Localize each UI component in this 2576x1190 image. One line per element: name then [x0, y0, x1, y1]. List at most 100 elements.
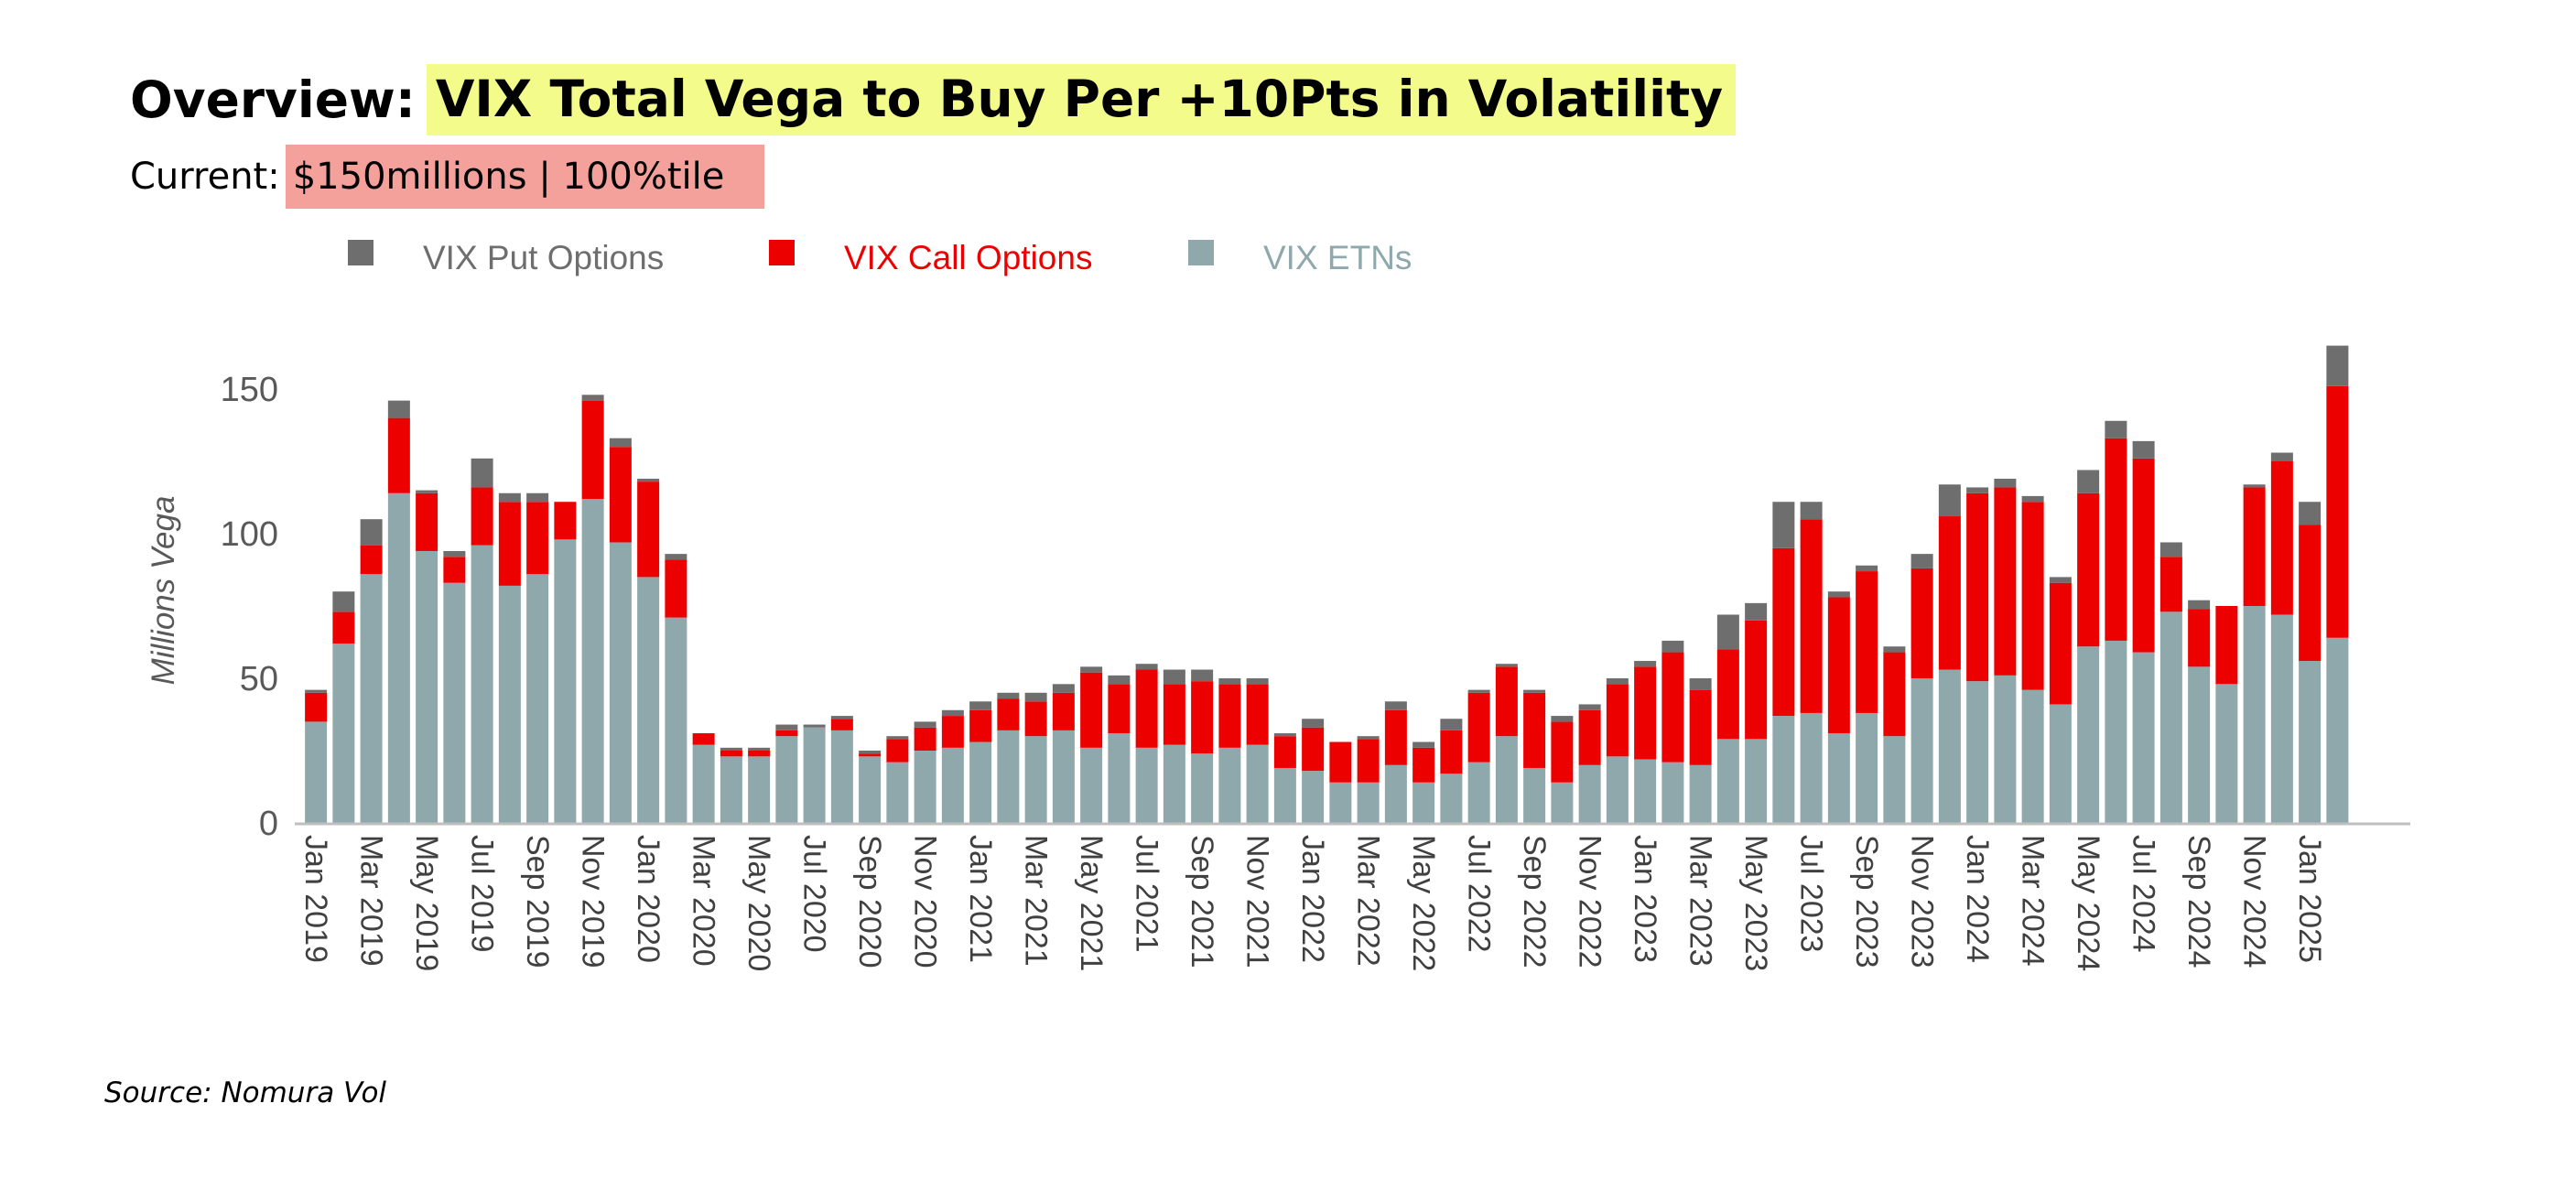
bar-vix-etns — [941, 747, 964, 823]
bar-vix-put-options — [969, 701, 992, 710]
y-axis-ticks: 0 50 100 150 — [221, 371, 278, 843]
bar-vix-call-options — [1384, 709, 1407, 765]
bar-vix-put-options — [498, 492, 521, 503]
bar-vix-etns — [471, 545, 493, 823]
bar-vix-etns — [1412, 782, 1435, 823]
x-tick-label: Nov 2019 — [576, 835, 611, 968]
x-axis-ticks: Jan 2019 Mar 2019 May 2019 Jul 2019 Sep 2019… — [298, 835, 2327, 971]
bar-vix-etns — [748, 756, 771, 823]
x-tick-label: Jan 2024 — [1960, 835, 1995, 963]
x-tick-label: Jan 2025 — [2292, 835, 2327, 963]
bar-vix-call-options — [748, 751, 771, 757]
x-tick-label: Mar 2022 — [1351, 835, 1386, 967]
bar-vix-call-options — [416, 492, 438, 551]
bar-vix-put-options — [997, 692, 1020, 699]
bar-vix-put-options — [1800, 502, 1823, 520]
bar-vix-etns — [1384, 764, 1407, 823]
bar-vix-etns — [2299, 661, 2322, 823]
bar-vix-call-options — [387, 417, 410, 493]
bar-vix-etns — [830, 730, 853, 823]
bar-vix-call-options — [1163, 684, 1185, 745]
bar-vix-call-options — [2049, 582, 2072, 705]
bar-vix-etns — [1523, 767, 1546, 823]
bar-vix-etns — [1938, 669, 1961, 823]
bar-vix-call-options — [2077, 492, 2100, 647]
bar-vix-etns — [1745, 739, 1768, 823]
x-tick-label: Mar 2019 — [354, 835, 389, 967]
bar-vix-etns — [2215, 684, 2238, 823]
bar-vix-put-options — [305, 689, 328, 693]
bar-vix-etns — [416, 550, 438, 823]
bar-vix-etns — [803, 727, 826, 823]
bar-vix-put-options — [859, 751, 882, 754]
bar-vix-call-options — [1772, 547, 1795, 717]
bar-vix-call-options — [498, 502, 521, 586]
bar-vix-call-options — [775, 730, 798, 737]
bar-vix-call-options — [2299, 525, 2322, 662]
bar-vix-put-options — [665, 554, 687, 560]
bar-vix-put-options — [1606, 678, 1629, 685]
x-tick-label: Jul 2022 — [1462, 835, 1497, 953]
bar-vix-etns — [2326, 637, 2349, 823]
x-tick-label: May 2023 — [1738, 835, 1773, 971]
bar-vix-call-options — [2270, 461, 2293, 615]
bar-vix-put-options — [1523, 689, 1546, 693]
bars — [305, 345, 2349, 823]
bar-vix-call-options — [1440, 730, 1463, 774]
bar-vix-call-options — [969, 709, 992, 742]
bar-vix-etns — [2105, 640, 2127, 823]
bar-vix-etns — [665, 617, 687, 823]
bar-vix-call-options — [1412, 747, 1435, 783]
bar-vix-put-options — [2299, 502, 2322, 525]
legend-label: VIX Call Options — [844, 239, 1092, 276]
bar-vix-put-options — [1135, 664, 1158, 670]
bar-vix-etns — [1634, 759, 1657, 823]
legend-swatch — [348, 240, 373, 265]
legend-swatch — [1188, 240, 1214, 265]
bar-vix-put-options — [2132, 440, 2155, 459]
bar-vix-call-options — [1052, 692, 1075, 730]
y-tick-label: 0 — [259, 805, 278, 843]
bar-vix-call-options — [2215, 606, 2238, 685]
bar-vix-put-options — [1108, 675, 1131, 685]
x-tick-label: Jan 2021 — [963, 835, 998, 963]
bar-vix-put-options — [775, 724, 798, 730]
x-tick-label: Sep 2024 — [2181, 835, 2216, 968]
bar-vix-put-options — [471, 458, 493, 488]
bar-vix-put-options — [581, 395, 604, 401]
bar-vix-put-options — [803, 724, 826, 728]
x-tick-label: Jul 2020 — [797, 835, 832, 953]
bar-vix-call-options — [332, 611, 355, 644]
bar-vix-put-options — [1302, 719, 1325, 728]
bar-vix-etns — [1135, 747, 1158, 823]
bar-vix-put-options — [1883, 646, 1906, 653]
bar-vix-call-options — [609, 447, 632, 543]
bar-vix-call-options — [2243, 487, 2266, 606]
bar-vix-call-options — [1827, 597, 1850, 734]
page-title: VIX Total Vega to Buy Per +10Pts in Vola… — [426, 64, 1737, 135]
bar-vix-put-options — [2021, 495, 2044, 503]
source-note: Source: Nomura Vol — [104, 1076, 387, 1109]
subtitle-row: Current: $150millions | 100%tile — [130, 142, 765, 211]
bar-vix-etns — [1606, 756, 1629, 823]
bar-vix-etns — [443, 582, 466, 823]
bar-vix-etns — [1329, 782, 1352, 823]
bar-vix-call-options — [886, 739, 909, 763]
bar-vix-call-options — [1578, 709, 1601, 765]
bar-vix-put-options — [1772, 502, 1795, 548]
bar-vix-etns — [1994, 675, 2017, 823]
bar-vix-etns — [1551, 782, 1574, 823]
bar-vix-put-options — [1052, 684, 1075, 693]
bar-vix-etns — [1689, 764, 1712, 823]
legend-swatch — [769, 240, 795, 265]
bar-vix-put-options — [748, 747, 771, 751]
x-tick-label: Sep 2023 — [1849, 835, 1884, 968]
bar-vix-put-options — [2270, 452, 2293, 461]
bar-vix-put-options — [1163, 669, 1185, 685]
x-tick-label: May 2022 — [1406, 835, 1441, 971]
bar-vix-etns — [859, 756, 882, 823]
bar-vix-put-options — [1689, 678, 1712, 690]
x-tick-label: Jul 2024 — [2127, 835, 2161, 953]
bar-vix-call-options — [1910, 568, 1933, 678]
